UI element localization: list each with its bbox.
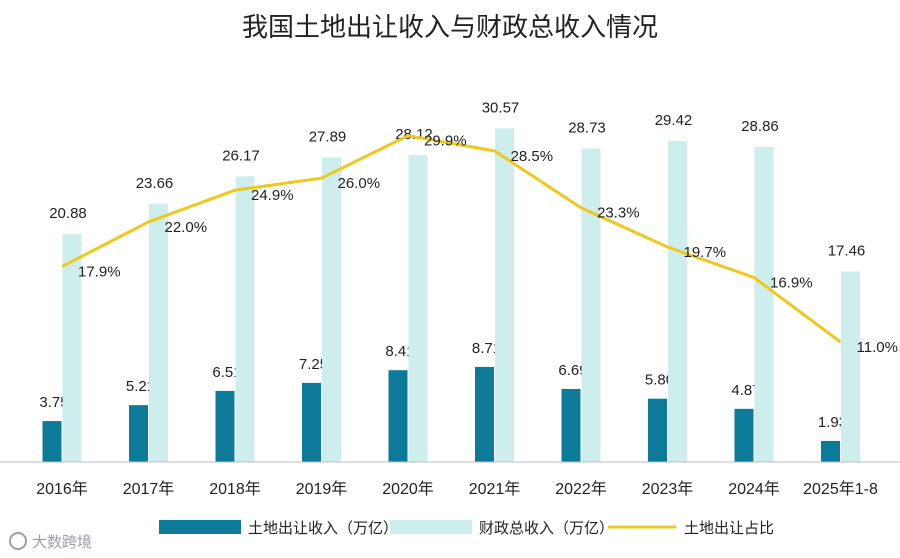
x-tick-6: 2022年	[555, 480, 607, 498]
bar-fiscal-2	[235, 176, 255, 462]
legend-swatch-land	[159, 520, 241, 534]
label-ratio-6: 23.3%	[597, 205, 640, 222]
bar-fiscal-8	[754, 147, 774, 462]
label-fiscal-6: 28.73	[568, 119, 606, 136]
chart-title: 我国土地出让收入与财政总收入情况	[242, 12, 658, 42]
label-land-7: 5.80	[645, 372, 674, 389]
label-fiscal-9: 17.46	[828, 242, 866, 259]
label-land-6: 6.69	[558, 362, 587, 379]
label-land-1: 5.21	[126, 378, 155, 395]
label-ratio-3: 26.0%	[338, 175, 381, 192]
bar-fiscal-7	[668, 140, 687, 462]
bar-land-0	[42, 421, 62, 462]
legend: 土地出让收入（万亿） 财政总收入（万亿） 土地出让占比	[159, 520, 774, 537]
x-tick-1: 2017年	[123, 480, 175, 498]
label-ratio-4: 29.9%	[424, 133, 467, 150]
x-tick-8: 2024年	[728, 480, 780, 498]
bar-fiscal-5	[495, 128, 514, 462]
bar-land-8	[734, 408, 754, 462]
label-ratio-5: 28.5%	[511, 148, 554, 165]
label-ratio-2: 24.9%	[251, 187, 294, 204]
label-land-2: 6.51	[212, 364, 241, 381]
label-fiscal-7: 29.42	[655, 112, 693, 129]
label-ratio-9: 11.0%	[857, 339, 898, 356]
legend-label-land: 土地出让收入（万亿）	[248, 520, 398, 537]
legend-label-ratio: 土地出让占比	[684, 520, 774, 537]
label-land-9: 1.93	[818, 414, 847, 431]
x-tick-5: 2021年	[469, 480, 521, 498]
bar-land-3	[302, 382, 321, 462]
bar-land-7	[648, 398, 667, 462]
label-fiscal-8: 28.86	[741, 118, 779, 135]
bar-land-4	[388, 370, 408, 462]
bar-fiscal-6	[581, 148, 601, 463]
label-ratio-0: 17.9%	[78, 264, 121, 281]
watermark-text: 大数跨境	[32, 533, 92, 551]
x-tick-4: 2020年	[382, 480, 434, 498]
label-ratio-8: 16.9%	[770, 275, 813, 292]
line-ratio	[61, 134, 842, 344]
label-ratio-7: 19.7%	[684, 244, 727, 261]
label-fiscal-2: 26.17	[222, 147, 260, 164]
bar-fiscal-4	[408, 155, 428, 463]
label-land-3: 7.25	[299, 356, 328, 373]
bar-land-5	[475, 366, 494, 462]
plot-area: 3.75 20.88 5.21 23.66 6.51 26.17 7.25 27.89 8.41…	[39, 99, 898, 463]
bar-fiscal-0	[62, 234, 82, 462]
bar-land-9	[821, 440, 840, 462]
legend-label-fiscal: 财政总收入（万亿）	[479, 520, 614, 537]
x-tick-2: 2018年	[209, 480, 261, 498]
legend-swatch-fiscal	[390, 520, 472, 534]
label-land-8: 4.87	[731, 382, 760, 399]
x-tick-3: 2019年	[296, 480, 348, 498]
label-land-5: 8.71	[472, 340, 501, 357]
bar-land-6	[561, 388, 581, 462]
bar-fiscal-1	[149, 203, 168, 462]
bar-fiscal-3	[322, 157, 341, 462]
bar-land-1	[129, 405, 148, 462]
label-land-0: 3.75	[39, 394, 68, 411]
bar-land-2	[215, 390, 235, 462]
label-fiscal-0: 20.88	[49, 205, 87, 222]
x-tick-0: 2016年	[36, 480, 88, 498]
label-fiscal-5: 30.57	[482, 99, 520, 116]
x-tick-labels: 2016年 2017年 2018年 2019年 2020年 2021年 2022年 2023年…	[36, 480, 878, 498]
x-tick-7: 2023年	[642, 480, 694, 498]
watermark: 大数跨境	[9, 532, 92, 551]
label-fiscal-1: 23.66	[136, 175, 174, 192]
label-fiscal-3: 27.89	[309, 129, 347, 146]
watermark-logo-icon	[9, 532, 27, 550]
x-tick-9: 2025年1-8	[803, 480, 878, 498]
label-land-4: 8.41	[385, 343, 414, 360]
label-ratio-1: 22.0%	[165, 219, 208, 236]
bar-fiscal-9	[841, 271, 860, 462]
